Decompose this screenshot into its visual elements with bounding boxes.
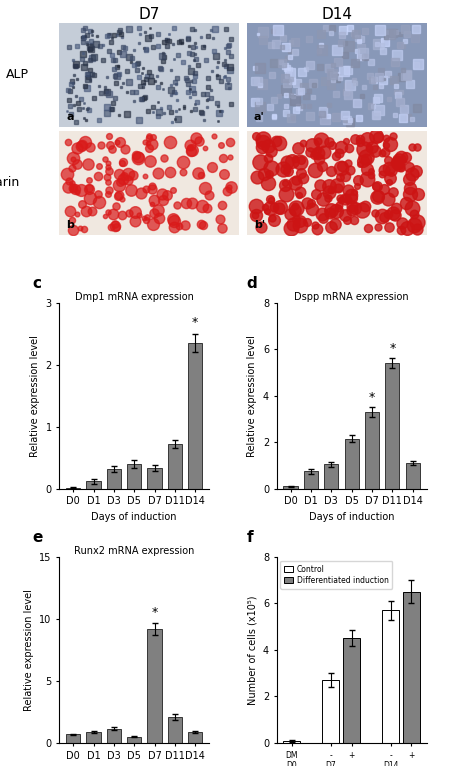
Bar bbox=[147, 468, 162, 489]
Y-axis label: Relative expression level: Relative expression level bbox=[24, 589, 34, 711]
Bar bbox=[382, 611, 399, 743]
Bar bbox=[283, 741, 301, 743]
Bar bbox=[168, 444, 182, 489]
Text: c: c bbox=[32, 276, 41, 291]
Bar bbox=[406, 463, 420, 489]
Bar bbox=[343, 638, 360, 743]
Bar bbox=[107, 469, 121, 489]
Y-axis label: Relative expression level: Relative expression level bbox=[30, 335, 40, 457]
Bar bbox=[322, 680, 339, 743]
Title: Runx2 mRNA expression: Runx2 mRNA expression bbox=[74, 546, 194, 556]
Text: e: e bbox=[32, 530, 43, 545]
Bar bbox=[66, 735, 80, 743]
Title: Dmp1 mRNA expression: Dmp1 mRNA expression bbox=[75, 292, 194, 302]
Title: Dspp mRNA expression: Dspp mRNA expression bbox=[294, 292, 409, 302]
Bar bbox=[403, 592, 420, 743]
Text: a': a' bbox=[254, 113, 264, 123]
Text: d: d bbox=[246, 276, 257, 291]
Y-axis label: Relative expression level: Relative expression level bbox=[247, 335, 257, 457]
Bar bbox=[304, 471, 318, 489]
X-axis label: Days of induction: Days of induction bbox=[309, 512, 394, 522]
Text: *: * bbox=[369, 391, 375, 404]
Bar bbox=[345, 439, 359, 489]
Y-axis label: ALP: ALP bbox=[6, 68, 29, 81]
Text: *: * bbox=[389, 342, 395, 355]
Text: *: * bbox=[151, 606, 158, 619]
Title: D7: D7 bbox=[138, 7, 160, 21]
Text: b': b' bbox=[254, 221, 265, 231]
Bar bbox=[283, 486, 298, 489]
Legend: Control, Differentiated induction: Control, Differentiated induction bbox=[281, 561, 392, 588]
Bar bbox=[324, 464, 338, 489]
Text: a: a bbox=[66, 113, 74, 123]
Y-axis label: Number of cells (x10⁵): Number of cells (x10⁵) bbox=[247, 595, 257, 705]
Bar bbox=[188, 732, 202, 743]
Bar bbox=[188, 343, 202, 489]
Bar bbox=[107, 728, 121, 743]
Bar bbox=[385, 363, 400, 489]
Bar bbox=[127, 737, 141, 743]
Text: f: f bbox=[246, 530, 253, 545]
Bar bbox=[365, 412, 379, 489]
Bar bbox=[86, 481, 100, 489]
Title: D14: D14 bbox=[321, 7, 352, 21]
Bar bbox=[147, 629, 162, 743]
Bar bbox=[66, 487, 80, 489]
X-axis label: Days of induction: Days of induction bbox=[91, 512, 177, 522]
Bar bbox=[86, 732, 100, 743]
Text: b: b bbox=[66, 221, 74, 231]
Bar bbox=[127, 464, 141, 489]
Bar bbox=[168, 717, 182, 743]
Text: *: * bbox=[192, 316, 199, 329]
Y-axis label: Alizarin: Alizarin bbox=[0, 176, 20, 189]
